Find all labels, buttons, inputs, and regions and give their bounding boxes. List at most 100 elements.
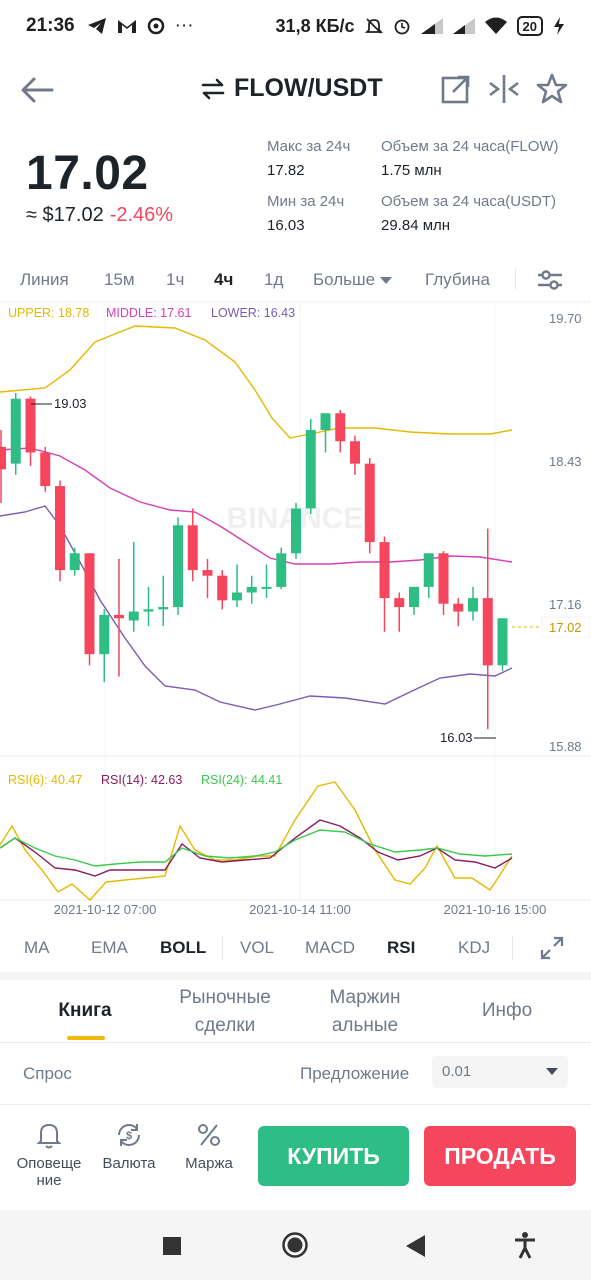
candle-body: [497, 618, 508, 666]
order-book-header: Спрос Предложение 0.01: [0, 1052, 591, 1096]
candle-body: [99, 614, 110, 655]
tab-market-trades[interactable]: Рыночные сделки: [179, 987, 271, 1036]
compare-icon[interactable]: [487, 72, 521, 106]
candle-body: [232, 592, 242, 601]
telegram-icon: [87, 18, 106, 34]
interval-depth[interactable]: Глубина: [425, 270, 490, 289]
indicator-kdj[interactable]: KDJ: [458, 938, 491, 957]
last-price: 17.02: [26, 147, 149, 200]
sell-button[interactable]: ПРОДАТЬ: [424, 1126, 576, 1186]
time-tick: 2021-10-12 07:00: [54, 902, 157, 917]
indicator-ema[interactable]: EMA: [91, 938, 128, 957]
divider: [222, 936, 223, 960]
price-change: -2.46%: [109, 204, 174, 226]
interval-1d[interactable]: 1д: [264, 270, 284, 289]
indicator-ma[interactable]: MA: [24, 938, 50, 957]
accessibility-icon[interactable]: [513, 1231, 537, 1259]
tab-margin[interactable]: Маржин альные: [329, 987, 401, 1036]
ask-label: Предложение: [300, 1064, 410, 1083]
stat-high: Макс за 24ч 17.82: [267, 138, 351, 179]
interval-15m[interactable]: 15м: [104, 270, 135, 289]
interval-line[interactable]: Линия: [20, 270, 69, 289]
fiat-value: ≈ $17.02: [26, 204, 104, 226]
candle-body: [40, 452, 51, 487]
buy-button[interactable]: КУПИТЬ: [258, 1126, 409, 1186]
divider: [515, 268, 516, 290]
svg-text:$: $: [126, 1130, 132, 1142]
caret-down-icon: [546, 1068, 558, 1075]
home-icon[interactable]: [281, 1231, 309, 1259]
price-tick: 18.43: [549, 454, 582, 469]
indicator-tabs: MA EMA BOLL VOL MACD RSI KDJ: [0, 930, 591, 968]
candle-body: [128, 611, 139, 621]
interval-1h[interactable]: 1ч: [166, 270, 185, 289]
boll-middle-line: [0, 447, 513, 565]
indicator-macd[interactable]: MACD: [305, 938, 356, 957]
candle-body: [202, 570, 213, 576]
back-icon[interactable]: [405, 1234, 427, 1258]
candle-body: [69, 553, 80, 571]
high-marker: 19.03: [54, 396, 87, 411]
rsi24-line: [0, 829, 513, 867]
chart-settings-icon[interactable]: [536, 268, 564, 292]
candle-body: [276, 553, 287, 587]
pair-selector[interactable]: FLOW/USDT: [200, 74, 383, 103]
margin-button[interactable]: Маржа: [174, 1121, 244, 1172]
caret-down-icon: [379, 277, 392, 285]
favorite-star-icon[interactable]: [535, 72, 569, 106]
recent-apps-icon[interactable]: [162, 1236, 182, 1256]
alarm-icon: [394, 19, 409, 35]
bell-icon: [36, 1123, 62, 1149]
stat-volume-usdt: Объем за 24 часа(USDT) 29.84 млн: [381, 193, 557, 234]
currency-button[interactable]: $ Валюта: [94, 1121, 164, 1172]
open-external-icon[interactable]: [439, 72, 473, 106]
price-tick: 15.88: [549, 739, 582, 754]
time-tick: 2021-10-16 15:00: [444, 902, 547, 917]
last-price-tag: 17.02: [549, 620, 582, 635]
book-tabs: Книга Рыночные сделки Маржин альные Инфо: [0, 980, 591, 1042]
boll-lower-line: [0, 505, 513, 711]
action-bar: Оповеще ние $ Валюта Маржа КУПИТЬ ПРОДАТЬ: [0, 1104, 591, 1208]
price-chart[interactable]: BINANCE UPPER: 18.78 MIDDLE: 17.61 LOWER…: [0, 300, 591, 920]
candle-body: [409, 586, 419, 608]
candle-body: [350, 441, 360, 464]
candle-body: [394, 598, 405, 608]
clock: 21:36: [26, 15, 75, 36]
candle-body: [291, 508, 301, 554]
currency-convert-icon: $: [118, 1124, 140, 1146]
candle-body: [55, 486, 65, 571]
interval-more[interactable]: Больше: [313, 270, 392, 290]
alerts-button[interactable]: Оповеще ние: [14, 1121, 84, 1189]
indicator-boll[interactable]: BOLL: [160, 938, 207, 957]
candle-body: [482, 598, 493, 666]
wifi-icon: [484, 17, 507, 34]
fullscreen-icon[interactable]: [540, 936, 564, 960]
candle-body: [468, 598, 478, 612]
back-arrow-icon[interactable]: [18, 70, 58, 110]
divider: [0, 1042, 591, 1043]
rsi24-label: RSI(24): 44.41: [201, 773, 282, 787]
rsi6-label: RSI(6): 40.47: [8, 773, 82, 787]
boll-upper-line: [0, 325, 513, 439]
candle-body: [217, 575, 228, 601]
stat-low: Мин за 24ч 16.03: [267, 193, 345, 234]
notification-icons: ···: [87, 15, 194, 37]
candle-body: [305, 430, 316, 509]
active-tab-indicator: [67, 1036, 105, 1040]
indicator-vol[interactable]: VOL: [240, 938, 275, 957]
precision-select[interactable]: 0.01: [432, 1056, 568, 1088]
candle-body: [84, 553, 95, 655]
candle-body: [246, 586, 257, 593]
tab-info[interactable]: Инфо: [481, 1000, 533, 1021]
indicator-rsi[interactable]: RSI: [387, 938, 416, 957]
interval-4h[interactable]: 4ч: [214, 270, 234, 289]
candle-body: [0, 446, 6, 470]
candle-body: [25, 398, 36, 453]
boll-middle-label: MIDDLE: 17.61: [106, 306, 192, 320]
tab-book[interactable]: Книга: [58, 1000, 112, 1021]
candle-body: [364, 463, 375, 543]
candle-body: [438, 553, 449, 604]
pair-title: FLOW/USDT: [234, 74, 383, 102]
candle-body: [320, 413, 331, 431]
system-nav-bar: [0, 1210, 591, 1280]
